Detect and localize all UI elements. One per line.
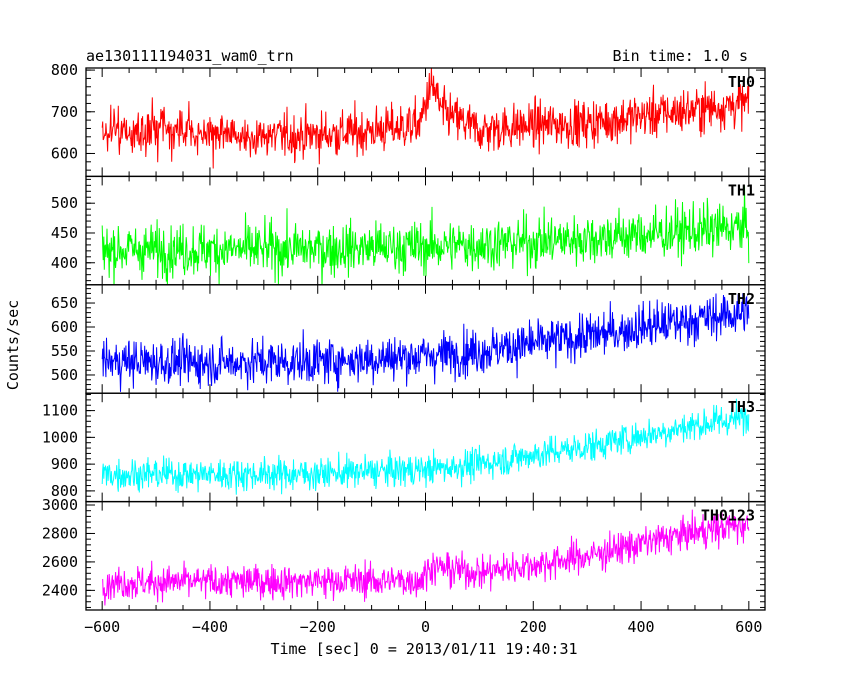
panel-th2: 500 550 600 650 TH2 (51, 284, 766, 394)
series-line-th2 (101, 293, 750, 392)
y-tick-label: 650 (51, 294, 78, 312)
x-tick-label: 200 (520, 618, 547, 636)
chart-title: ae130111194031_wam0_trn (86, 47, 294, 65)
y-tick-label: 900 (51, 455, 78, 473)
y-tick-label: 2400 (42, 581, 78, 599)
panel-label-th0: TH0 (728, 73, 755, 91)
x-tick-label: 600 (735, 618, 762, 636)
panels: 600 700 800 TH0 400 450 500 TH1 500 550 600 650 TH2 8… (42, 61, 766, 611)
series-line-th1 (101, 185, 750, 285)
series-line-th0123 (102, 509, 750, 606)
x-axis-title: Time [sec] 0 = 2013/01/11 19:40:31 (270, 640, 577, 658)
y-tick-label: 600 (51, 144, 78, 162)
x-tick-label: 400 (628, 618, 655, 636)
y-tick-label: 3000 (42, 496, 78, 514)
panel-label-th1: TH1 (728, 181, 755, 199)
y-tick-label: 400 (51, 254, 78, 272)
panel-th1: 400 450 500 TH1 (51, 175, 766, 286)
panel-th3: 800 900 1000 1100 TH3 (42, 392, 766, 503)
x-tick-label: 0 (421, 618, 430, 636)
y-tick-label: 1000 (42, 428, 78, 446)
panel-th0123: 2400 2600 2800 3000 TH0123 (42, 496, 766, 611)
y-tick-label: 450 (51, 224, 78, 242)
x-tick-labels: −600 −400 −200 0 200 400 600 (84, 618, 762, 636)
x-tick-label: −200 (300, 618, 336, 636)
series-line-th3 (101, 398, 750, 495)
y-tick-label: 800 (51, 61, 78, 79)
y-tick-label: 800 (51, 482, 78, 500)
x-tick-label: −600 (84, 618, 120, 636)
y-tick-label: 500 (51, 366, 78, 384)
y-tick-label: 1100 (42, 402, 78, 420)
y-tick-label: 2600 (42, 553, 78, 571)
y-tick-label: 2800 (42, 524, 78, 542)
y-tick-label: 500 (51, 194, 78, 212)
panel-label-th3: TH3 (728, 398, 755, 416)
series-line-th0 (101, 68, 750, 169)
y-axis-title: Counts/sec (4, 300, 22, 390)
panel-th0: 600 700 800 TH0 (51, 61, 766, 178)
panel-frame-th0123 (85, 500, 766, 611)
panel-label-th2: TH2 (728, 290, 755, 308)
y-tick-label: 600 (51, 318, 78, 336)
y-tick-label: 550 (51, 342, 78, 360)
bin-time-label: Bin time: 1.0 s (613, 47, 748, 65)
y-tick-label: 700 (51, 103, 78, 121)
x-tick-label: −400 (192, 618, 228, 636)
panel-label-th0123: TH0123 (701, 507, 755, 525)
